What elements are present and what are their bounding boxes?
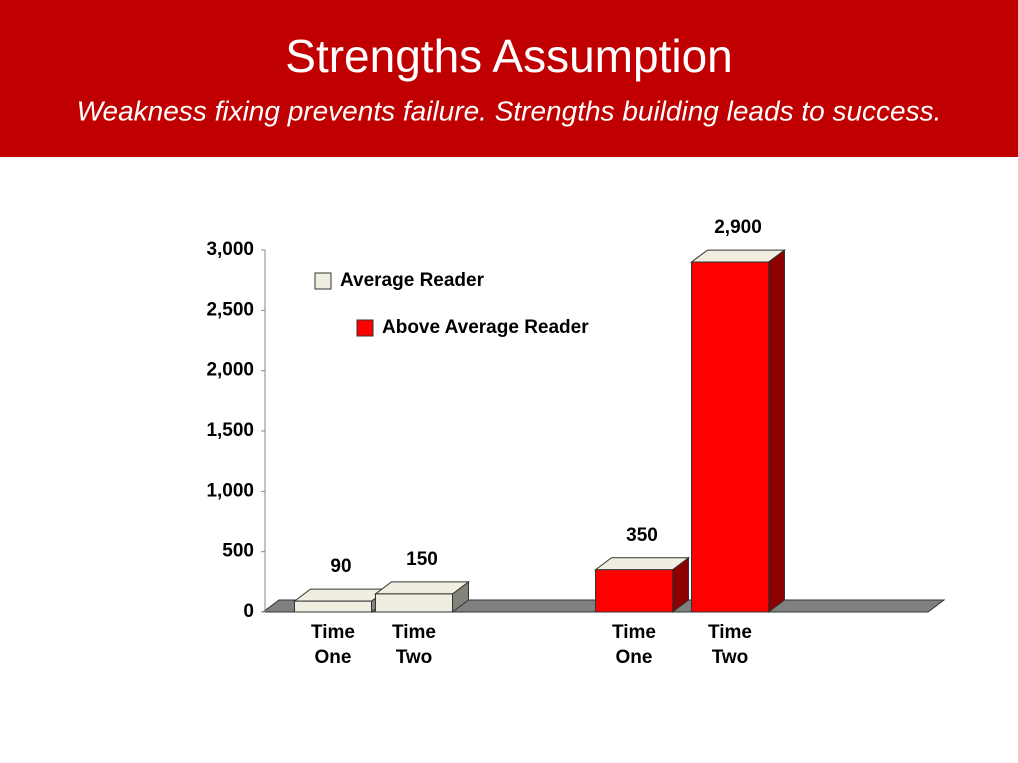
bar <box>375 593 453 613</box>
data-label: 350 <box>626 525 658 546</box>
y-tick-label: 0 <box>243 601 254 622</box>
legend-swatch <box>314 272 332 290</box>
y-tick-label: 3,000 <box>206 239 254 260</box>
legend-swatch <box>356 319 374 337</box>
bar-top <box>293 588 389 602</box>
y-tick-label: 1,000 <box>206 480 254 501</box>
header-band <box>0 0 1018 157</box>
x-tick-label: Time One <box>310 622 355 668</box>
bar <box>691 261 769 613</box>
bar <box>595 569 673 613</box>
bar-top <box>594 557 690 571</box>
x-tick-label: Time Two <box>391 622 436 668</box>
slide-subtitle: Weakness fixing prevents failure. Streng… <box>77 95 942 126</box>
slide-title: Strengths Assumption <box>285 30 732 82</box>
legend-label: Above Average Reader <box>382 317 589 338</box>
bar-top <box>690 249 786 263</box>
data-label: 150 <box>406 549 438 570</box>
bar <box>294 600 372 613</box>
legend-label: Average Reader <box>340 270 485 291</box>
y-tick-label: 500 <box>222 541 254 562</box>
data-label: 90 <box>330 556 351 577</box>
x-tick-label: Time One <box>611 622 656 668</box>
x-tick-label: Time Two <box>707 622 752 668</box>
bar-side <box>768 249 785 613</box>
y-tick-label: 1,500 <box>206 420 254 441</box>
bar-top <box>374 581 470 595</box>
data-label: 2,900 <box>714 217 762 238</box>
y-tick-label: 2,500 <box>206 299 254 320</box>
y-tick-label: 2,000 <box>206 360 254 381</box>
